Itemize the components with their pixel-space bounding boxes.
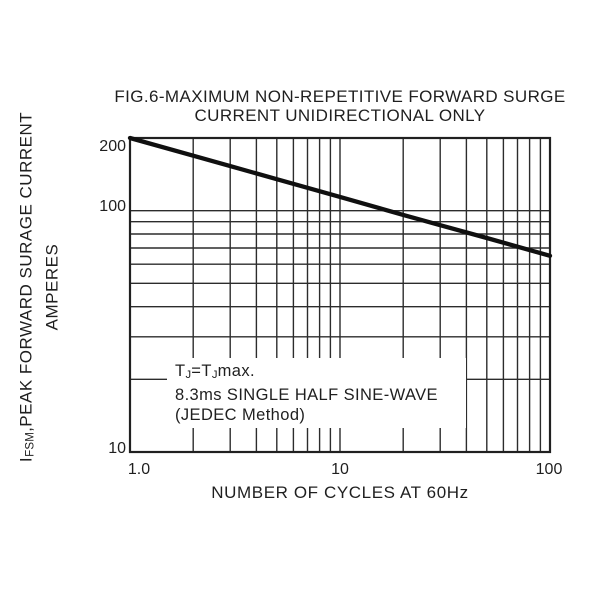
y-tick-label: 10 <box>108 440 126 457</box>
y-axis-title-line1: IFSM,PEAK FORWARD SURAGE CURRENT <box>15 112 41 462</box>
plot-border <box>128 136 552 454</box>
y-tick-label: 200 <box>99 138 126 155</box>
annotation-line3: (JEDEC Method) <box>175 406 306 425</box>
x-tick-label: 100 <box>535 461 563 478</box>
y-axis-symbol: I <box>16 456 36 463</box>
annotation-tj2: =T <box>191 362 212 380</box>
figure-title-line1: FIG.6-MAXIMUM NON-REPETITIVE FORWARD SUR… <box>114 87 566 106</box>
annotation-tjmax: max. <box>217 362 255 380</box>
x-axis-title: NUMBER OF CYCLES AT 60Hz <box>211 483 469 502</box>
annotation-tj2-sub: J <box>211 369 218 382</box>
y-axis-title-text: ,PEAK FORWARD SURAGE CURRENT <box>16 111 36 432</box>
figure-title: FIG.6-MAXIMUM NON-REPETITIVE FORWARD SUR… <box>80 87 600 125</box>
y-axis-title: IFSM,PEAK FORWARD SURAGE CURRENT AMPERES <box>15 112 62 462</box>
x-tick-label: 10 <box>331 461 349 478</box>
y-axis-symbol-subscript: FSM <box>24 431 37 457</box>
x-tick-label: 1.0 <box>127 461 151 478</box>
y-axis-title-line2: AMPERES <box>42 243 62 331</box>
annotation-tj-sub: J <box>185 369 192 382</box>
annotation-line2: 8.3ms SINGLE HALF SINE-WAVE <box>175 386 438 405</box>
surge-current-curve <box>127 135 553 258</box>
annotation-line1: TJ=TJmax. <box>175 361 466 385</box>
figure-title-line2: CURRENT UNIDIRECTIONAL ONLY <box>194 106 486 125</box>
y-tick-label: 100 <box>99 197 126 215</box>
annotation-tj: T <box>175 362 186 380</box>
annotation-box: TJ=TJmax. 8.3ms SINGLE HALF SINE-WAVE (J… <box>167 358 466 428</box>
